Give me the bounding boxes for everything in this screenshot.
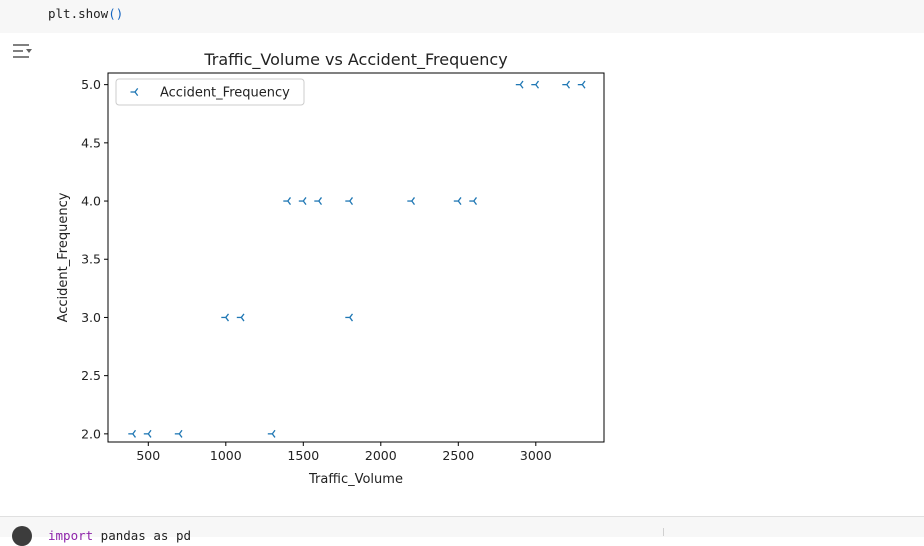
- y-tick-label: 4.5: [81, 135, 101, 150]
- y-tick-label: 2.0: [81, 426, 101, 441]
- cell-divider: [663, 528, 664, 536]
- x-tick-label: 1500: [287, 448, 319, 463]
- code-cell-top[interactable]: plt.show(): [0, 0, 924, 33]
- data-point: [221, 313, 230, 322]
- data-point: [143, 429, 152, 438]
- x-tick-label: 2000: [365, 448, 397, 463]
- code-cell-bottom[interactable]: [0, 516, 924, 537]
- data-point: [314, 197, 323, 206]
- output-toggle-icon[interactable]: [11, 40, 35, 62]
- data-point: [345, 197, 354, 206]
- y-tick-label: 3.5: [81, 252, 101, 267]
- data-point: [128, 429, 137, 438]
- data-point: [531, 80, 540, 89]
- legend-box: [115, 78, 305, 106]
- y-tick-label: 5.0: [81, 77, 101, 92]
- data-point: [345, 313, 354, 322]
- legend-label: Accident_Frequency: [160, 86, 290, 101]
- x-axis-label: Traffic_Volume: [308, 472, 403, 487]
- x-tick-label: 2500: [442, 448, 474, 463]
- x-tick-label: 3000: [520, 448, 552, 463]
- y-tick-label: 4.0: [81, 194, 101, 209]
- y-tick-label: 3.0: [81, 310, 101, 325]
- y-tick-label: 2.5: [81, 368, 101, 383]
- run-cell-button[interactable]: [12, 526, 32, 546]
- data-point: [236, 313, 245, 322]
- data-point: [407, 197, 416, 206]
- scatter-chart: 500 1000 1500 2000 2500 3000 2.0 2.5 3.0 3.5 4.0 4.…: [56, 50, 605, 487]
- data-point: [298, 197, 307, 206]
- data-point: [453, 197, 462, 206]
- y-axis-label: Accident_Frequency: [56, 192, 71, 322]
- data-point: [469, 197, 478, 206]
- plot-frame: [107, 72, 605, 443]
- data-point: [283, 197, 292, 206]
- data-point: [174, 429, 183, 438]
- chart-output: 500 1000 1500 2000 2500 3000 2.0 2.5 3.0 3.5 4.0 4.…: [0, 40, 924, 520]
- data-point: [562, 80, 571, 89]
- code-line: plt.show(): [48, 6, 124, 21]
- data-point: [515, 80, 524, 89]
- legend-marker: [130, 88, 139, 96]
- x-tick-label: 500: [136, 448, 160, 463]
- x-tick-label: 1000: [210, 448, 242, 463]
- data-point: [577, 80, 586, 89]
- chart-title: Traffic_Volume vs Accident_Frequency: [203, 50, 507, 70]
- data-point: [267, 429, 276, 438]
